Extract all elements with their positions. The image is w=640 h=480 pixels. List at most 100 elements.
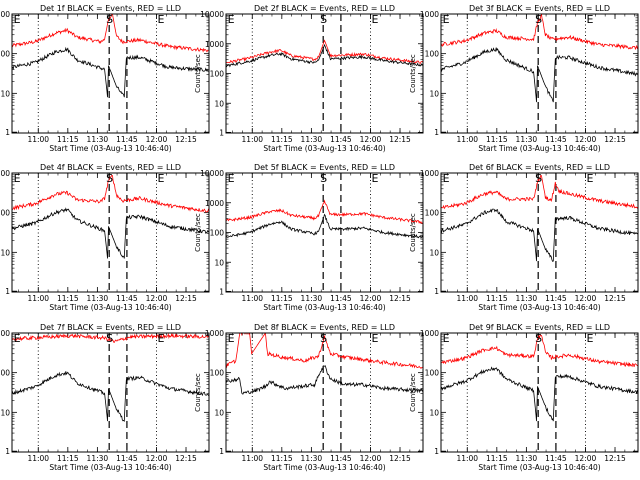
y-tick-label: 1000 bbox=[420, 10, 439, 19]
event-marker: S bbox=[106, 13, 113, 26]
x-tick-label: 11:15 bbox=[57, 454, 79, 463]
chart-panel-3: Det 3f BLACK = Events, RED = LLD 1 10 100 10… bbox=[409, 4, 639, 153]
chart-panel-4: Det 4f BLACK = Events, RED = LLD 1 10 100 10… bbox=[0, 163, 210, 312]
x-tick-label: 11:30 bbox=[301, 454, 323, 463]
y-tick-label: 1 bbox=[5, 447, 10, 456]
y-tick-label: 10 bbox=[429, 89, 439, 98]
y-tick-label: 10 bbox=[0, 408, 10, 417]
chart-title: Det 3f BLACK = Events, RED = LLD bbox=[469, 4, 610, 13]
y-tick-label: 1 bbox=[5, 128, 10, 137]
lld-series-line bbox=[441, 14, 638, 51]
y-tick-label: 1 bbox=[434, 447, 439, 456]
y-tick-label: 1 bbox=[434, 287, 439, 296]
chart-title: Det 5f BLACK = Events, RED = LLD bbox=[254, 163, 395, 172]
event-marker: E bbox=[14, 13, 21, 26]
lld-series-line bbox=[226, 333, 423, 370]
x-tick-label: 11:00 bbox=[241, 454, 263, 463]
events-series-line bbox=[226, 213, 423, 240]
x-tick-label: 11:30 bbox=[87, 454, 109, 463]
chart-panel-5: Det 5f BLACK = Events, RED = LLD 1 10 100 10… bbox=[194, 163, 424, 312]
event-marker: E bbox=[228, 172, 235, 185]
x-tick-label: 12:15 bbox=[604, 454, 626, 463]
event-marker: S bbox=[106, 332, 113, 345]
y-tick-label: 1000 bbox=[205, 329, 224, 338]
x-tick-label: 11:45 bbox=[330, 454, 352, 463]
x-tick-label: 12:00 bbox=[575, 454, 597, 463]
x-tick-label: 11:00 bbox=[241, 294, 263, 303]
event-marker: E bbox=[228, 332, 235, 345]
chart-title: Det 7f BLACK = Events, RED = LLD bbox=[40, 323, 181, 332]
x-tick-label: 12:15 bbox=[389, 454, 411, 463]
y-tick-label: 100 bbox=[0, 50, 10, 59]
y-tick-label: 1000 bbox=[205, 40, 224, 49]
x-tick-label: 11:15 bbox=[57, 294, 79, 303]
chart-panel-6: Det 6f BLACK = Events, RED = LLD 1 10 100 10… bbox=[409, 163, 639, 312]
x-tick-label: 11:00 bbox=[456, 294, 478, 303]
x-tick-label: 11:15 bbox=[271, 294, 293, 303]
plot-frame bbox=[11, 332, 210, 453]
y-tick-label: 1000 bbox=[420, 169, 439, 178]
chart-panel-9: Det 9f BLACK = Events, RED = LLD 1 10 100 10… bbox=[409, 323, 639, 472]
y-axis-label: Counts/sec bbox=[194, 213, 202, 252]
y-tick-label: 10 bbox=[0, 89, 10, 98]
x-tick-label: 12:15 bbox=[175, 454, 197, 463]
plot-frame bbox=[11, 13, 210, 134]
lld-series-line bbox=[441, 174, 638, 210]
chart-panel-7: Det 7f BLACK = Events, RED = LLD 1 10 100 10… bbox=[0, 323, 210, 472]
x-tick-label: 12:00 bbox=[575, 294, 597, 303]
x-axis-label: Start Time (03-Aug-13 10:46:40) bbox=[49, 144, 171, 153]
lld-series-line bbox=[441, 333, 638, 368]
y-tick-label: 100 bbox=[210, 70, 225, 79]
x-axis-label: Start Time (03-Aug-13 10:46:40) bbox=[49, 303, 171, 312]
y-tick-label: 100 bbox=[425, 50, 440, 59]
y-tick-label: 1000 bbox=[0, 169, 10, 178]
x-tick-label: 11:00 bbox=[27, 454, 49, 463]
x-tick-label: 11:00 bbox=[27, 294, 49, 303]
event-marker: E bbox=[228, 13, 235, 26]
y-tick-label: 1 bbox=[219, 128, 224, 137]
x-tick-label: 11:45 bbox=[545, 294, 567, 303]
y-tick-label: 10 bbox=[429, 408, 439, 417]
x-axis-label: Start Time (03-Aug-13 10:46:40) bbox=[478, 144, 600, 153]
event-marker: E bbox=[371, 13, 378, 26]
x-tick-label: 12:15 bbox=[389, 135, 411, 144]
chart-title: Det 6f BLACK = Events, RED = LLD bbox=[469, 163, 610, 172]
x-axis-label: Start Time (03-Aug-13 10:46:40) bbox=[478, 463, 600, 472]
lld-series-line bbox=[12, 174, 209, 213]
x-tick-label: 11:45 bbox=[116, 294, 138, 303]
chart-title: Det 2f BLACK = Events, RED = LLD bbox=[254, 4, 395, 13]
event-marker: S bbox=[535, 172, 542, 185]
event-marker: E bbox=[586, 13, 593, 26]
y-tick-label: 100 bbox=[0, 369, 10, 378]
x-tick-label: 11:45 bbox=[330, 135, 352, 144]
plot-frame bbox=[225, 172, 424, 293]
x-axis-label: Start Time (03-Aug-13 10:46:40) bbox=[49, 463, 171, 472]
plot-frame bbox=[225, 13, 424, 134]
chart-panel-8: Det 8f BLACK = Events, RED = LLD 1 10 100 10… bbox=[194, 323, 424, 472]
event-marker: E bbox=[371, 332, 378, 345]
x-tick-label: 11:15 bbox=[271, 454, 293, 463]
event-marker: E bbox=[443, 13, 450, 26]
x-tick-label: 11:30 bbox=[87, 135, 109, 144]
x-tick-label: 12:15 bbox=[604, 294, 626, 303]
y-tick-label: 1000 bbox=[0, 329, 10, 338]
y-axis-label: Counts/sec bbox=[409, 373, 417, 412]
x-tick-label: 12:15 bbox=[175, 294, 197, 303]
lld-series-line bbox=[226, 199, 423, 224]
event-marker: E bbox=[371, 172, 378, 185]
x-tick-label: 12:00 bbox=[146, 135, 168, 144]
x-tick-label: 11:45 bbox=[545, 454, 567, 463]
chart-title: Det 1f BLACK = Events, RED = LLD bbox=[40, 4, 181, 13]
event-marker: S bbox=[106, 172, 113, 185]
events-series-line bbox=[12, 207, 209, 259]
x-tick-label: 12:15 bbox=[389, 294, 411, 303]
events-series-line bbox=[226, 365, 423, 395]
x-tick-label: 11:30 bbox=[87, 294, 109, 303]
y-tick-label: 10 bbox=[214, 258, 224, 267]
lld-series-line bbox=[226, 39, 423, 64]
x-axis-label: Start Time (03-Aug-13 10:46:40) bbox=[263, 463, 385, 472]
x-tick-label: 11:15 bbox=[57, 135, 79, 144]
y-axis-label: Counts/sec bbox=[194, 373, 202, 412]
x-tick-label: 11:30 bbox=[516, 135, 538, 144]
x-tick-label: 11:30 bbox=[516, 454, 538, 463]
